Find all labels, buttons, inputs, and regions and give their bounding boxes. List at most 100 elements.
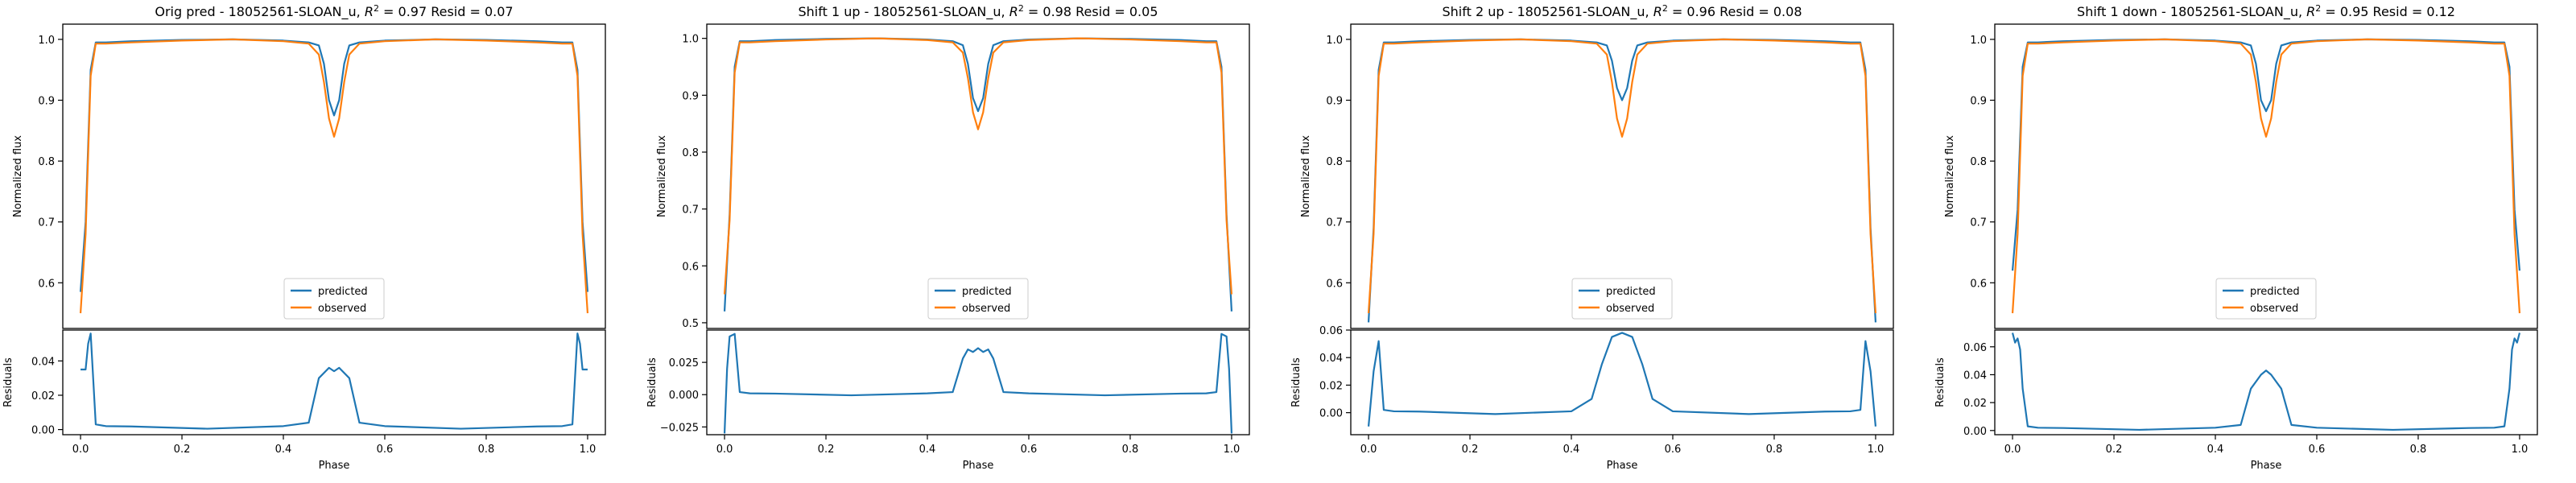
resid-ytick-label: 0.02: [1319, 380, 1343, 392]
flux-ytick-label: 0.7: [38, 217, 55, 229]
r2-value: = 0.98: [1024, 4, 1071, 19]
xtick-label: 0.0: [1360, 444, 1377, 456]
flux-axes-frame: [706, 23, 1250, 329]
resid-ytick-label: 0.06: [1319, 325, 1343, 337]
xtick-label: 0.0: [716, 444, 733, 456]
flux-ytick-label: 0.6: [1970, 278, 1987, 290]
resid-ytick-label: 0.04: [31, 356, 55, 368]
xtick-label: 0.8: [478, 444, 495, 456]
series-line-observed: [1367, 38, 1877, 314]
xtick-label: 1.0: [1868, 444, 1885, 456]
flux-ytick-label: 1.0: [682, 34, 699, 46]
flux-ylabel: Normalized flux: [656, 135, 668, 217]
xlabel: Phase: [1607, 460, 1638, 472]
resid-ytick-label: 0.000: [669, 390, 699, 402]
r2-symbol: R: [1653, 4, 1662, 19]
resid-axes-frame: [1350, 329, 1894, 436]
series-line-predicted: [2011, 38, 2521, 271]
subplot-title: Shift 1 up - 18052561-SLOAN_u, R2 = 0.98…: [798, 3, 1158, 21]
legend: predicted observed: [927, 278, 1029, 320]
subplot-2: Shift 1 up - 18052561-SLOAN_u, R2 = 0.98…: [646, 3, 1250, 472]
flux-axes-frame: [62, 23, 606, 329]
flux-ytick-label: 1.0: [1326, 35, 1343, 47]
flux-ytick-label: 0.9: [682, 90, 699, 102]
flux-ytick-label: 0.9: [38, 96, 55, 108]
subplot-3: Shift 2 up - 18052561-SLOAN_u, R2 = 0.96…: [1290, 3, 1894, 472]
legend-box: [2215, 278, 2317, 320]
resid-ytick-label: 0.00: [1963, 426, 1987, 438]
xtick-label: 0.8: [1766, 444, 1783, 456]
xtick-label: 1.0: [1224, 444, 1241, 456]
flux-axes-frame: [1994, 23, 2538, 329]
resid-axes-frame: [62, 329, 606, 436]
xtick-label: 1.0: [2512, 444, 2529, 456]
resid-ylabel: Residuals: [2, 357, 14, 407]
xtick-label: 0.2: [174, 444, 191, 456]
subplot-1: Orig pred - 18052561-SLOAN_u, R2 = 0.97 …: [2, 3, 606, 472]
flux-ytick-label: 0.8: [682, 147, 699, 159]
resid-ytick-label: 0.025: [669, 357, 699, 369]
legend: predicted observed: [1571, 278, 1673, 320]
legend-label-observed: observed: [962, 303, 1010, 315]
xlabel: Phase: [2251, 460, 2282, 472]
xtick-label: 0.4: [1563, 444, 1580, 456]
flux-ytick-label: 0.7: [682, 204, 699, 217]
resid-text: Resid = 0.12: [2368, 4, 2454, 19]
subplot-title: Shift 2 up - 18052561-SLOAN_u, R2 = 0.96…: [1442, 3, 1802, 21]
series-line-observed: [79, 38, 589, 314]
xlabel: Phase: [319, 460, 350, 472]
r2-exponent: 2: [1662, 3, 1668, 14]
title-prefix: Shift 2 up - 18052561-SLOAN_u,: [1442, 4, 1653, 20]
r2-exponent: 2: [374, 3, 379, 14]
resid-text: Resid = 0.05: [1071, 4, 1158, 19]
legend-label-observed: observed: [2250, 303, 2298, 315]
resid-axes-frame: [1994, 329, 2538, 436]
flux-ytick-label: 0.6: [38, 278, 55, 290]
flux-ytick-label: 0.6: [682, 261, 699, 273]
resid-ytick-label: 0.04: [1319, 353, 1343, 365]
r2-value: = 0.97: [379, 4, 427, 19]
resid-ytick-label: 0.06: [1963, 342, 1987, 354]
xlabel: Phase: [963, 460, 994, 472]
flux-ylabel: Normalized flux: [12, 135, 24, 217]
legend-label-observed: observed: [318, 303, 366, 315]
subplot-4: Shift 1 down - 18052561-SLOAN_u, R2 = 0.…: [1934, 3, 2538, 472]
flux-ytick-label: 0.9: [1326, 96, 1343, 108]
xtick-label: 0.6: [2309, 444, 2326, 456]
resid-ytick-label: −0.025: [660, 422, 699, 434]
subplot-title: Shift 1 down - 18052561-SLOAN_u, R2 = 0.…: [2077, 3, 2455, 21]
r2-symbol: R: [2306, 4, 2315, 19]
flux-ylabel: Normalized flux: [1300, 135, 1312, 217]
title-prefix: Orig pred - 18052561-SLOAN_u,: [155, 4, 364, 20]
series-line-observed: [2011, 38, 2521, 314]
r2-exponent: 2: [2315, 3, 2321, 14]
title-prefix: Shift 1 up - 18052561-SLOAN_u,: [798, 4, 1009, 20]
title-prefix: Shift 1 down - 18052561-SLOAN_u,: [2077, 4, 2306, 20]
r2-symbol: R: [1009, 4, 1018, 19]
flux-ytick-label: 0.8: [1970, 156, 1987, 168]
legend-label-predicted: predicted: [318, 286, 368, 298]
series-line-predicted: [1367, 38, 1877, 323]
legend-label-predicted: predicted: [2250, 286, 2300, 298]
resid-ylabel: Residuals: [646, 357, 658, 407]
flux-ytick-label: 1.0: [38, 35, 55, 47]
xtick-label: 0.8: [2410, 444, 2427, 456]
xtick-label: 0.2: [2106, 444, 2123, 456]
r2-symbol: R: [365, 4, 374, 19]
legend-box: [927, 278, 1029, 320]
r2-exponent: 2: [1018, 3, 1024, 14]
resid-ylabel: Residuals: [1934, 357, 1946, 407]
series-line-observed: [723, 37, 1233, 295]
resid-ytick-label: 0.02: [1963, 398, 1987, 410]
xtick-label: 1.0: [580, 444, 597, 456]
resid-axes-frame: [706, 329, 1250, 436]
legend-label-observed: observed: [1606, 303, 1654, 315]
residual-line: [80, 332, 588, 430]
xtick-label: 0.4: [275, 444, 292, 456]
series-line-predicted: [723, 37, 1233, 312]
residual-line: [723, 332, 1233, 434]
flux-ytick-label: 0.7: [1970, 217, 1987, 229]
flux-ytick-label: 0.9: [1970, 96, 1987, 108]
legend-box: [283, 278, 385, 320]
flux-ylabel: Normalized flux: [1944, 135, 1956, 217]
